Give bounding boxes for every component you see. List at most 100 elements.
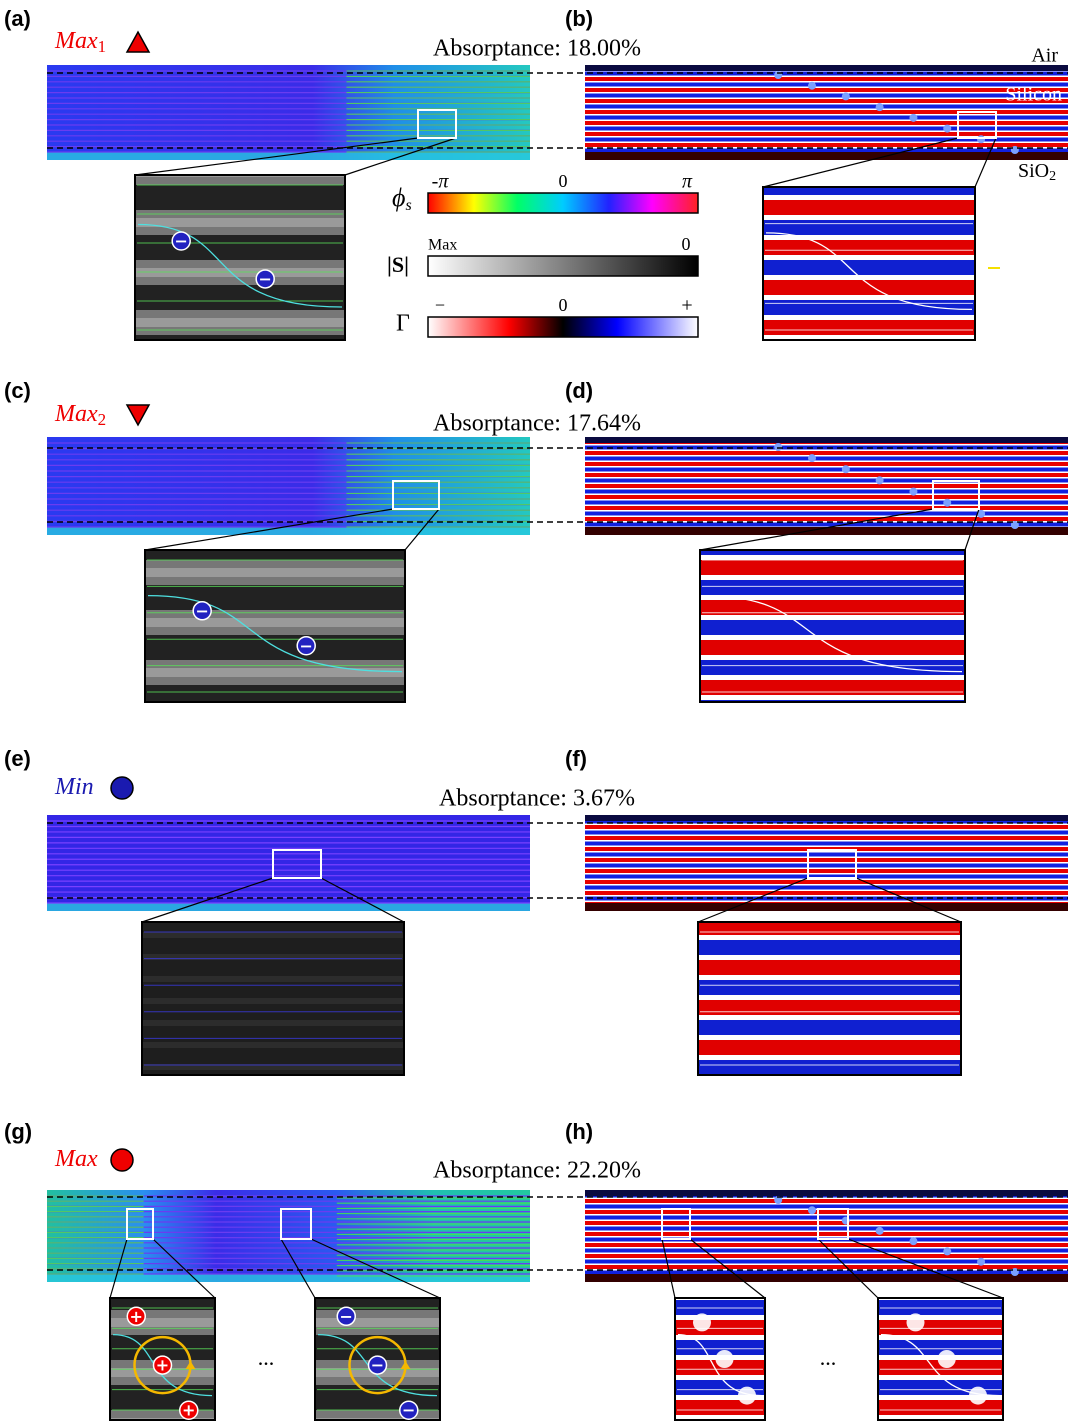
vortex — [875, 476, 884, 485]
zoom-line — [855, 877, 962, 923]
colorbar-label: 0 — [682, 234, 691, 254]
rotation-arrow — [185, 1361, 196, 1370]
rotation-arrow — [400, 1361, 411, 1370]
zoom-box — [957, 111, 997, 139]
vortex-glow — [693, 1313, 711, 1332]
colorbar-label: 0 — [559, 295, 568, 315]
layer-label: Air — [1031, 45, 1058, 67]
vortex — [808, 454, 817, 463]
marker-up — [125, 30, 151, 53]
vortex — [1010, 521, 1019, 529]
charge-sign: − — [371, 1356, 384, 1375]
zoom-line — [344, 137, 457, 176]
zoom-line — [974, 137, 997, 188]
layer-subscript: 2 — [1049, 169, 1056, 184]
air-band — [585, 437, 1068, 443]
charge-sign: − — [258, 269, 271, 288]
air-band — [585, 815, 1068, 821]
colorbar-magnitude — [427, 255, 699, 277]
vortex — [977, 509, 986, 518]
panel-label: (g) — [4, 1119, 32, 1144]
phase-plot — [47, 65, 530, 160]
colorbar-label: Max — [428, 237, 457, 254]
colorbar-label: + — [681, 295, 692, 317]
charge-sign: − — [195, 601, 208, 620]
layer-label: SiO2 — [1018, 160, 1056, 185]
colorbar-label: -π — [432, 171, 450, 193]
mode-name: Max — [54, 28, 98, 54]
zoom-line — [661, 1238, 676, 1299]
substrate-band — [585, 527, 1068, 535]
charge-marker — [255, 269, 275, 289]
cladding-band — [47, 527, 530, 535]
zoom-line — [847, 1238, 1004, 1299]
inset — [762, 186, 976, 341]
vortex — [808, 1206, 817, 1215]
vortex — [774, 71, 783, 79]
vortex — [909, 1237, 918, 1246]
zoom-line — [144, 508, 394, 551]
panel-label: (e) — [4, 746, 31, 771]
charge-marker — [367, 1355, 388, 1375]
mode-name: Min — [54, 774, 94, 800]
substrate-band — [585, 903, 1068, 911]
marker-circle — [110, 776, 134, 800]
zoom-line — [762, 137, 959, 188]
cladding-band — [47, 1274, 530, 1282]
charge-marker — [192, 601, 212, 621]
vortex — [841, 92, 850, 101]
legend-symbol: ϕs — [392, 183, 412, 214]
inset — [697, 921, 962, 1076]
inset-curve — [137, 223, 343, 308]
zoom-line — [320, 877, 405, 923]
air-band — [585, 65, 1068, 71]
legend-symbol: Γ — [396, 311, 410, 337]
inset-curve — [765, 232, 973, 311]
zoom-box — [417, 109, 457, 139]
charge-marker — [126, 1306, 146, 1327]
legend-symbol: |S| — [387, 252, 409, 277]
zoom-line — [134, 137, 419, 176]
layer-label: Silicon — [1005, 84, 1062, 106]
cladding-band — [47, 903, 530, 911]
zoom-box — [280, 1208, 312, 1240]
vortex — [943, 124, 952, 133]
vortex — [977, 1257, 986, 1266]
legend-symbol-main: ϕ — [392, 183, 405, 212]
zoom-line — [689, 1238, 766, 1299]
vortex-glow — [937, 1350, 956, 1368]
zoom-line — [141, 877, 274, 923]
vortex — [875, 103, 884, 112]
panel-label: (f) — [565, 746, 587, 771]
colorbar-label: π — [682, 171, 693, 193]
colorbar-label: − — [435, 295, 445, 315]
panel-label: (b) — [565, 6, 593, 31]
vortex-glow — [715, 1350, 734, 1368]
vortex — [875, 1226, 884, 1235]
colorbar-phase — [427, 192, 699, 214]
panel-label: (c) — [4, 378, 31, 403]
phase-plot — [47, 437, 530, 535]
absorptance: Absorptance: 22.20% — [433, 1158, 641, 1184]
zoom-line — [699, 508, 934, 551]
phase-plot — [47, 815, 530, 911]
absorptance: Absorptance: 18.00% — [433, 36, 641, 62]
inset — [134, 174, 346, 341]
ellipsis: ... — [820, 1345, 837, 1370]
mode-title: Max2 — [54, 401, 106, 429]
vortex — [808, 81, 817, 90]
gamma-plot — [585, 437, 1068, 535]
substrate-band — [585, 1274, 1068, 1282]
charge-marker — [152, 1355, 173, 1375]
vortex — [1010, 146, 1019, 154]
vortex — [909, 487, 918, 496]
zoom-box — [126, 1208, 154, 1240]
zoom-box — [392, 480, 440, 510]
colorbar-gamma — [427, 316, 699, 338]
vortex-glow — [969, 1386, 987, 1405]
zoom-line — [697, 877, 809, 923]
charge-sign: + — [182, 1401, 195, 1420]
vortex — [841, 465, 850, 474]
zoom-line — [404, 508, 440, 551]
